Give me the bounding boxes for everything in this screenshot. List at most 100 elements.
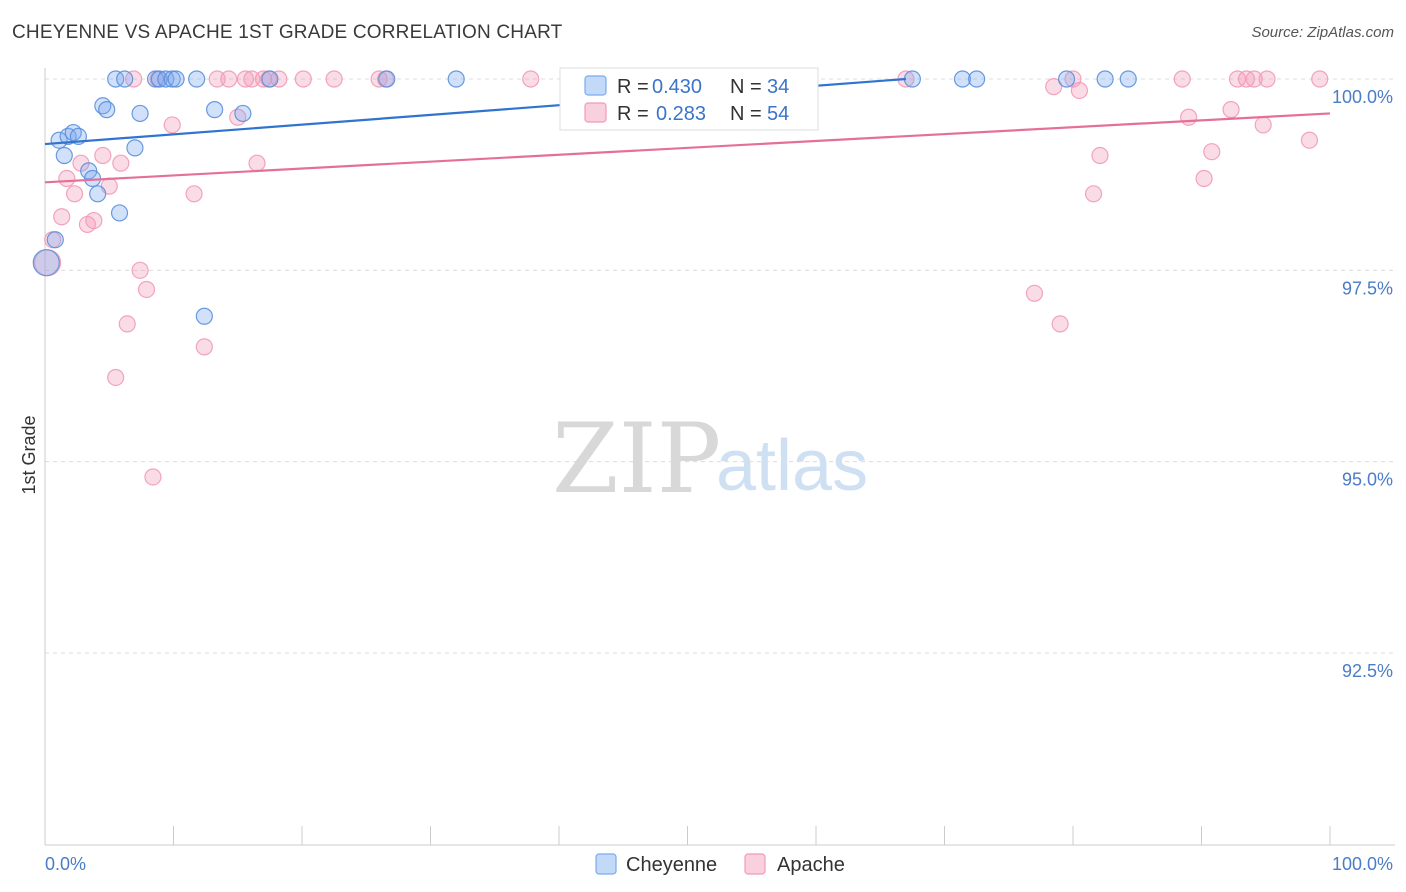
- cheyenne-point-13: [116, 70, 134, 88]
- y-tick-label-2: 97.5%: [1342, 278, 1393, 298]
- apache-r-value: 0.283: [656, 103, 706, 125]
- apache-n-value: 54: [767, 103, 789, 125]
- apache-point-51: [1254, 116, 1272, 134]
- cheyenne-n-value: 34: [767, 76, 789, 98]
- cheyenne-point-31: [968, 70, 986, 88]
- apache-point-14: [131, 261, 149, 279]
- cheyenne-points: [32, 70, 1137, 325]
- apache-stat-swatch: [584, 102, 607, 123]
- cheyenne-point-25: [234, 104, 252, 123]
- cheyenne-point-24: [206, 101, 224, 119]
- apache-n-label: N =: [730, 103, 762, 125]
- cheyenne-point-23: [195, 307, 213, 325]
- apache-point-19: [185, 185, 203, 203]
- y-axis-title: 1st Grade: [19, 415, 39, 494]
- apache-r-label: R =: [617, 103, 649, 125]
- y-tick-label-1: 95.0%: [1342, 470, 1393, 490]
- legend-swatch-apache: [744, 853, 766, 875]
- apache-point-47: [1222, 101, 1240, 119]
- legend-swatch-cheyenne: [595, 853, 617, 875]
- cheyenne-point-3: [55, 146, 73, 165]
- cheyenne-point-22: [188, 70, 206, 88]
- apache-point-13: [125, 70, 143, 88]
- cheyenne-point-12: [107, 70, 125, 88]
- cheyenne-stat-swatch: [584, 75, 607, 96]
- apache-point-22: [220, 70, 238, 88]
- watermark: ZIP atlas: [552, 403, 868, 515]
- y-tick-label-3: 100.0%: [1332, 87, 1393, 107]
- chart-source: Source: ZipAtlas.com: [1251, 24, 1394, 41]
- cheyenne-point-26: [261, 70, 279, 88]
- apache-point-42: [1091, 146, 1109, 165]
- apache-point-7: [85, 211, 103, 230]
- apache-point-43: [1173, 70, 1191, 88]
- stats-legend-frame: [559, 67, 819, 131]
- apache-point-45: [1195, 169, 1213, 188]
- apache-point-3: [58, 169, 76, 188]
- watermark-zip: ZIP: [552, 403, 721, 515]
- y-tick-labels: 92.5% 95.0% 97.5% 100.0%: [1332, 87, 1393, 681]
- cheyenne-point-29: [903, 70, 921, 88]
- apache-point-18: [163, 116, 181, 134]
- cheyenne-point-9: [89, 185, 107, 203]
- cheyenne-n-label: N =: [730, 76, 762, 98]
- cheyenne-point-18: [150, 70, 168, 88]
- legend-label-apache: Apache: [777, 854, 845, 876]
- apache-point-54: [1311, 70, 1329, 88]
- apache-point-52: [1258, 70, 1276, 88]
- apache-point-29: [270, 70, 288, 88]
- apache-point-4: [65, 185, 84, 203]
- cheyenne-point-11: [98, 101, 116, 119]
- cheyenne-point-1: [46, 231, 64, 249]
- apache-point-20: [195, 338, 213, 356]
- apache-trend-line: [44, 112, 1331, 184]
- apache-point-40: [1070, 81, 1089, 100]
- apache-point-53: [1300, 131, 1319, 149]
- y-tick-label-0: 92.5%: [1342, 661, 1393, 681]
- series-legend: Cheyenne Apache: [595, 853, 845, 876]
- apache-point-36: [1025, 284, 1044, 302]
- cheyenne-point-14: [110, 204, 129, 222]
- apache-point-8: [94, 146, 112, 165]
- cheyenne-r-value: 0.430: [652, 76, 702, 98]
- cheyenne-point-34: [1119, 70, 1137, 88]
- cheyenne-point-33: [1096, 70, 1114, 88]
- apache-point-2: [53, 208, 71, 226]
- cheyenne-point-27: [378, 70, 396, 88]
- apache-points: [33, 70, 1329, 486]
- stats-legend: R = 0.430 N = 34 R = 0.283 N = 54: [559, 67, 819, 131]
- cheyenne-point-21: [167, 70, 185, 88]
- apache-point-50: [1245, 70, 1263, 88]
- cheyenne-point-30: [953, 70, 972, 88]
- cheyenne-point-32: [1057, 70, 1076, 88]
- apache-point-37: [1045, 78, 1063, 96]
- apache-point-48: [1228, 70, 1247, 88]
- apache-point-41: [1084, 185, 1103, 203]
- apache-point-15: [137, 280, 156, 299]
- apache-point-31: [325, 70, 343, 88]
- x-tick-label-max: 100.0%: [1332, 854, 1393, 874]
- axes: [44, 68, 1395, 846]
- cheyenne-point-16: [131, 104, 149, 123]
- apache-point-34: [522, 70, 540, 88]
- apache-point-30: [294, 70, 312, 88]
- apache-point-26: [248, 154, 266, 172]
- apache-point-44: [1180, 108, 1198, 126]
- apache-point-11: [112, 154, 130, 172]
- x-tick-label-min: 0.0%: [45, 854, 86, 874]
- chart-title: CHEYENNE VS APACHE 1ST GRADE CORRELATION…: [12, 22, 563, 43]
- cheyenne-point-20: [163, 70, 181, 88]
- apache-point-24: [236, 70, 255, 88]
- cheyenne-point-28: [447, 70, 465, 88]
- apache-point-46: [1203, 143, 1221, 161]
- apache-point-10: [107, 368, 125, 387]
- watermark-atlas: atlas: [716, 426, 868, 506]
- grid-lines: [45, 78, 1395, 654]
- cheyenne-point-15: [126, 139, 144, 157]
- cheyenne-point-0: [32, 249, 60, 277]
- legend-label-cheyenne: Cheyenne: [626, 854, 717, 876]
- apache-point-38: [1051, 315, 1069, 333]
- cheyenne-r-label: R =: [617, 76, 649, 98]
- apache-point-12: [118, 315, 136, 333]
